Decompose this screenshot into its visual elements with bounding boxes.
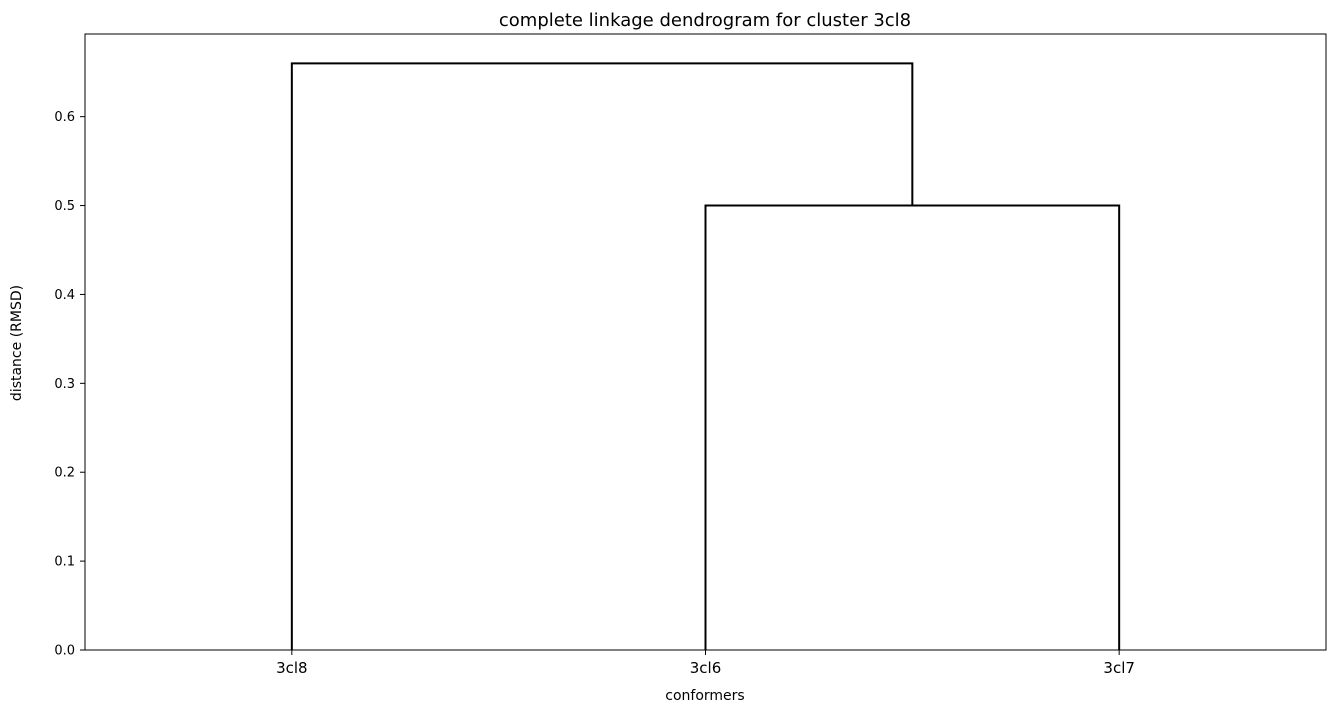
y-tick-label: 0.2 [54, 466, 75, 481]
y-axis-label: distance (RMSD) [9, 285, 25, 401]
y-tick-label: 0.0 [54, 644, 75, 659]
y-tick-label: 0.3 [54, 377, 75, 392]
y-axis-ticks: 0.0 0.1 0.2 0.3 0.4 0.5 0.6 [54, 110, 85, 659]
chart-title: complete linkage dendrogram for cluster … [499, 10, 911, 31]
x-axis-label: conformers [665, 688, 744, 704]
plot-area-frame [84, 33, 1327, 651]
y-tick-label: 0.5 [54, 199, 75, 214]
leaf-label-3cl8: 3cl8 [276, 659, 308, 677]
dendrogram-link-2 [290, 62, 914, 650]
dendrogram-link-1 [704, 204, 1121, 650]
x-axis-ticks: 3cl8 3cl6 3cl7 [276, 650, 1135, 677]
leaf-label-3cl6: 3cl6 [690, 659, 722, 677]
y-tick-label: 0.4 [54, 288, 75, 303]
leaf-label-3cl7: 3cl7 [1103, 659, 1135, 677]
y-tick-label: 0.6 [54, 110, 75, 125]
dendrogram-links [290, 62, 1121, 650]
y-tick-label: 0.1 [54, 555, 75, 570]
